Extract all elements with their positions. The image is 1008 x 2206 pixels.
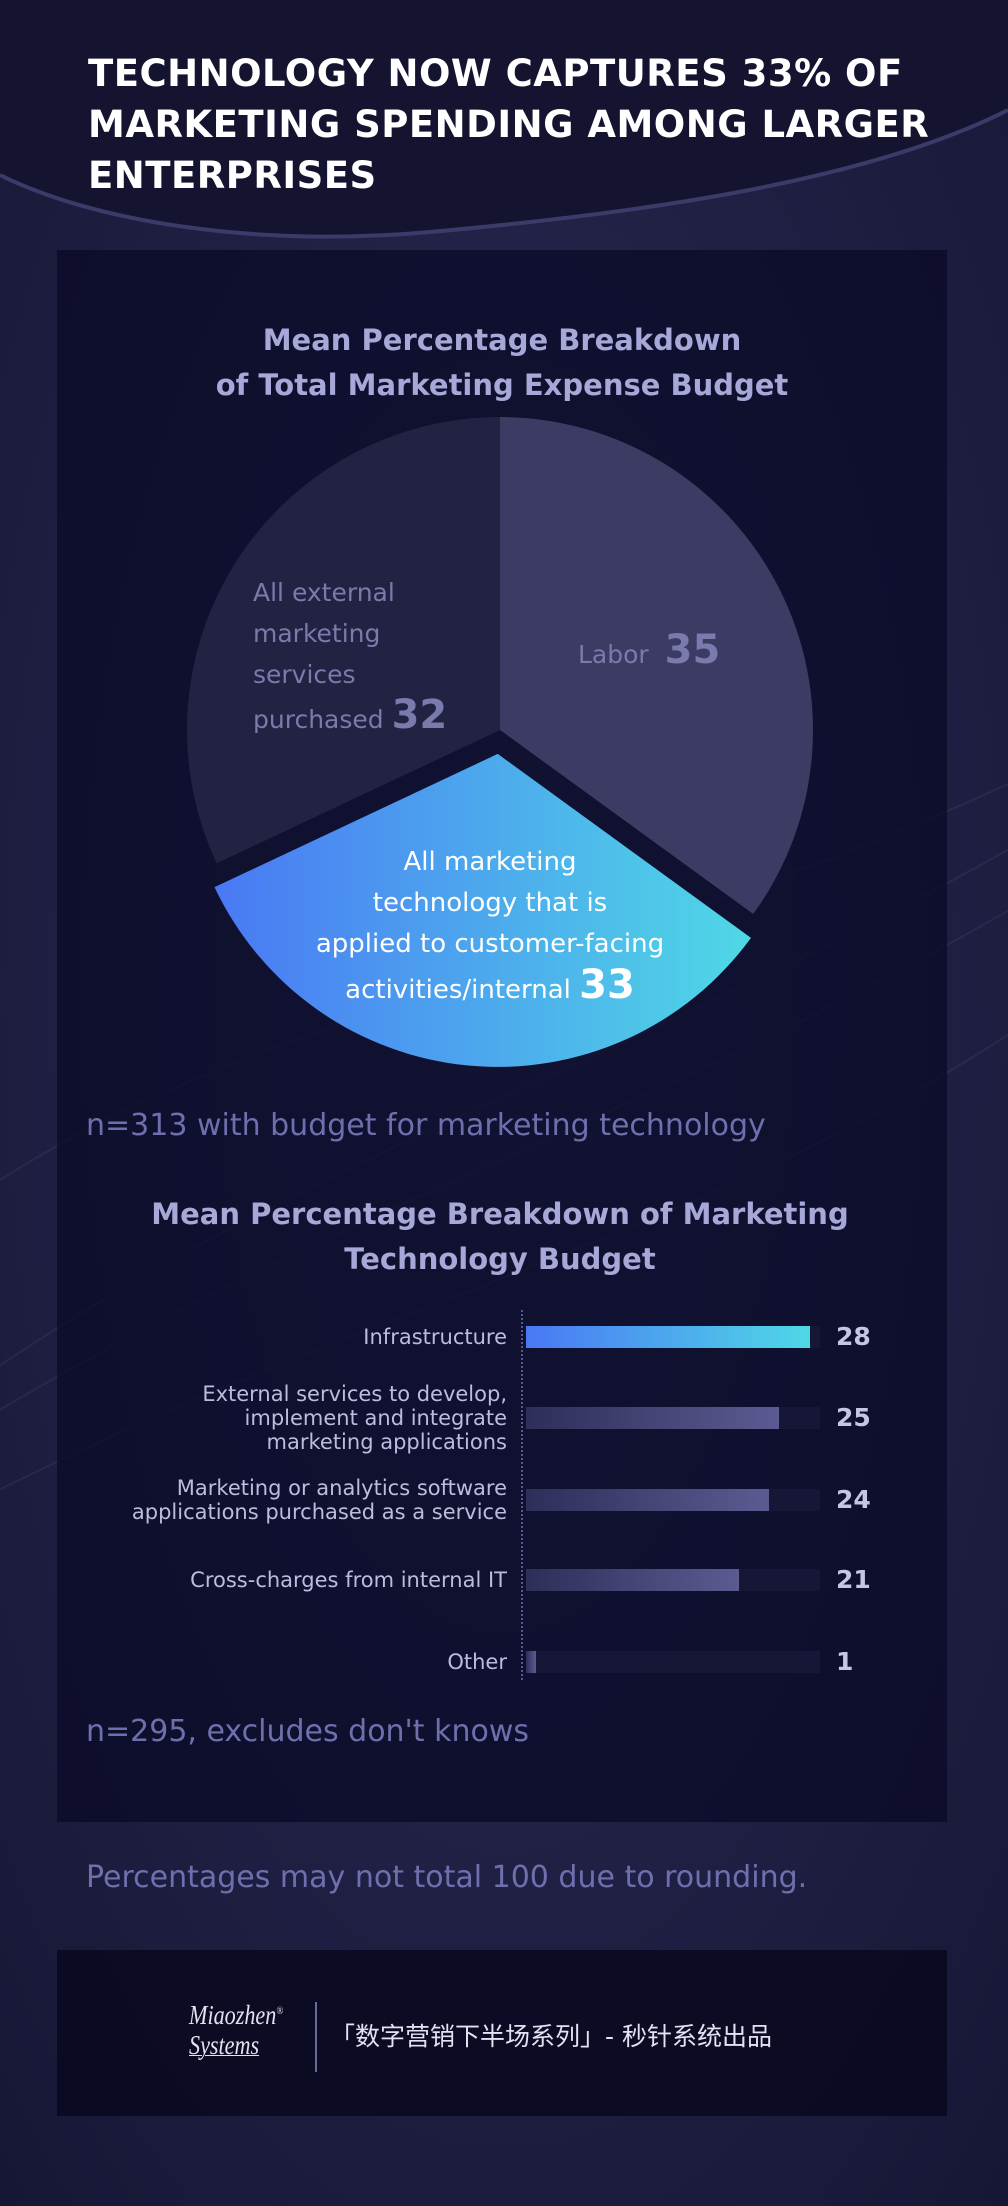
bar-category-label: Cross-charges from internal IT: [190, 1568, 507, 1592]
bar: [526, 1651, 537, 1673]
page-title: TECHNOLOGY NOW CAPTURES 33% OF MARKETING…: [88, 52, 930, 197]
pie-slice-external-services: [186, 417, 500, 864]
pie-value-labor: 35: [664, 627, 721, 673]
bar-category-label: External services to develop, implement a…: [202, 1382, 507, 1454]
bar-sample-note: n=295, excludes don't knows: [86, 1714, 530, 1749]
bar-value-label: 25: [836, 1403, 871, 1432]
bar-value-label: 21: [836, 1565, 871, 1594]
bar-category-label: Other: [447, 1650, 507, 1674]
bar-axis-line: [521, 1310, 523, 1680]
bar: [526, 1489, 770, 1511]
pie-chart-title: Mean Percentage Breakdown of Total Marke…: [215, 323, 789, 402]
pie-slice-labor: [500, 417, 813, 914]
pie-value-external-services: 32: [391, 692, 448, 738]
bar-category-label: Marketing or analytics software applicati…: [131, 1476, 507, 1524]
bar-value-label: 24: [836, 1485, 871, 1514]
bar-track: [526, 1407, 820, 1429]
bar-track: [526, 1489, 820, 1511]
rounding-footnote: Percentages may not total 100 due to rou…: [86, 1860, 808, 1895]
footer-bar: [57, 1950, 947, 2116]
bar: [526, 1569, 739, 1591]
footer-divider: [315, 2002, 317, 2072]
miaozhen-logo: Miaozhen® Systems: [189, 2000, 284, 2060]
bar-track: [526, 1326, 820, 1348]
bar-track: [526, 1569, 820, 1591]
pie-label-marketing-technology: All marketing technology that is applied…: [315, 847, 665, 1008]
bar-chart-title: Mean Percentage Breakdown of Marketing T…: [151, 1197, 849, 1276]
bar-track: [526, 1651, 820, 1673]
bar-category-label: Infrastructure: [363, 1325, 507, 1349]
pie-sample-note: n=313 with budget for marketing technolo…: [86, 1108, 766, 1143]
pie-value-marketing-technology: 33: [579, 962, 635, 1008]
bar-value-label: 1: [836, 1647, 854, 1676]
pie-chart: [186, 417, 813, 1067]
bar: [526, 1407, 780, 1429]
pie-label-external-services: All external marketing services purchase…: [253, 578, 448, 738]
pie-label-labor: Labor 35: [578, 627, 721, 673]
pie-slice-marketing-technology: [214, 753, 751, 1067]
bar-value-label: 28: [836, 1322, 871, 1351]
bar: [526, 1326, 810, 1348]
footer-tagline: 「数字营销下半场系列」- 秒针系统出品: [330, 2022, 772, 2051]
